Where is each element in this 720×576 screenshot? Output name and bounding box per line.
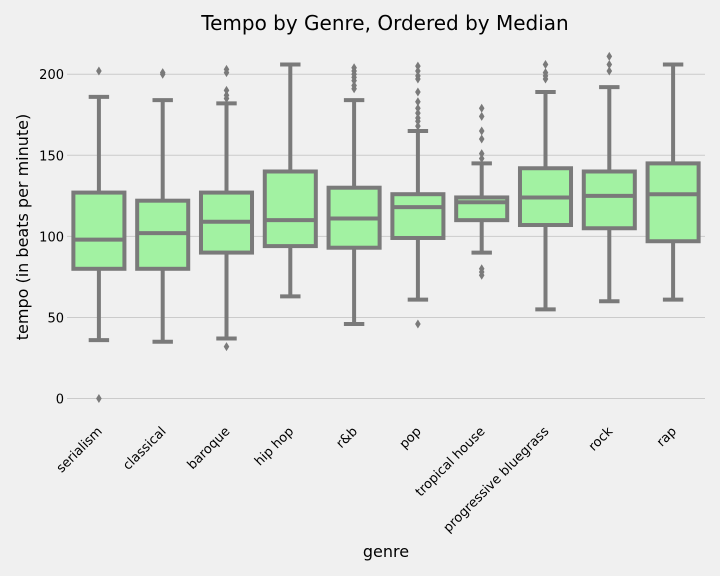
x-axis-label: genre (363, 542, 409, 561)
x-tick-label: rock (586, 424, 617, 455)
box-r-b (326, 63, 382, 326)
outlier-point (223, 85, 230, 95)
outlier-point (223, 90, 230, 100)
outlier-point (478, 264, 485, 274)
ticks: 0 50 100 150 200 serialism classical baroque hip… (39, 68, 680, 536)
outlier-point (415, 66, 421, 76)
outlier-point (96, 394, 102, 404)
box-progressive-bluegrass (517, 59, 574, 312)
outlier-point (606, 51, 613, 61)
box-baroque (198, 64, 255, 352)
box-rap (645, 62, 701, 302)
outlier-point (415, 319, 421, 329)
chart-title: Tempo by Genre, Ordered by Median (200, 11, 568, 35)
outlier-point (542, 68, 549, 78)
outlier-point (223, 342, 230, 352)
x-tick-label: hip hop (252, 424, 297, 469)
outlier-point (415, 97, 421, 107)
y-tick-label: 200 (39, 68, 64, 83)
iqr-box (581, 169, 637, 231)
outlier-point (542, 59, 549, 69)
y-axis-label: tempo (in beats per minute) (13, 114, 32, 340)
outlier-point (223, 64, 230, 74)
outlier-point (415, 103, 421, 113)
iqr-box (390, 192, 446, 240)
x-tick-label: classical (120, 424, 169, 473)
outlier-point (478, 103, 485, 113)
boxes (71, 51, 701, 404)
x-tick-label: baroque (185, 424, 234, 473)
x-tick-label: progressive bluegrass (441, 424, 553, 536)
y-tick-label: 100 (39, 230, 64, 245)
x-tick-label: pop (397, 424, 425, 452)
outlier-point (415, 61, 421, 71)
y-tick-label: 0 (56, 393, 64, 408)
outlier-point (478, 134, 485, 144)
outlier-point (96, 66, 102, 76)
x-tick-label: serialism (54, 424, 106, 476)
x-tick-label: r&b (334, 424, 361, 451)
outlier-point (415, 113, 421, 123)
iqr-box (262, 169, 318, 249)
outlier-point (478, 149, 485, 159)
box-serialism (71, 66, 127, 404)
box-tropical-house (454, 103, 510, 280)
iqr-box (645, 161, 701, 244)
outlier-point (606, 66, 613, 76)
iqr-box (71, 190, 127, 271)
box-pop (390, 61, 446, 329)
outlier-point (415, 108, 421, 118)
outlier-point (159, 68, 166, 78)
outlier-point (478, 154, 485, 164)
box-classical (135, 68, 191, 344)
outlier-point (415, 71, 421, 81)
box-rock (581, 51, 637, 304)
outlier-point (478, 126, 485, 136)
outlier-point (351, 81, 357, 91)
y-tick-label: 150 (39, 149, 64, 164)
box-hip-hop (262, 62, 318, 299)
outlier-point (415, 121, 421, 131)
outlier-point (351, 63, 357, 73)
outlier-point (478, 111, 485, 121)
y-tick-label: 50 (47, 311, 64, 326)
outlier-point (606, 59, 613, 69)
outlier-point (415, 87, 421, 97)
x-tick-label: rap (654, 424, 680, 450)
